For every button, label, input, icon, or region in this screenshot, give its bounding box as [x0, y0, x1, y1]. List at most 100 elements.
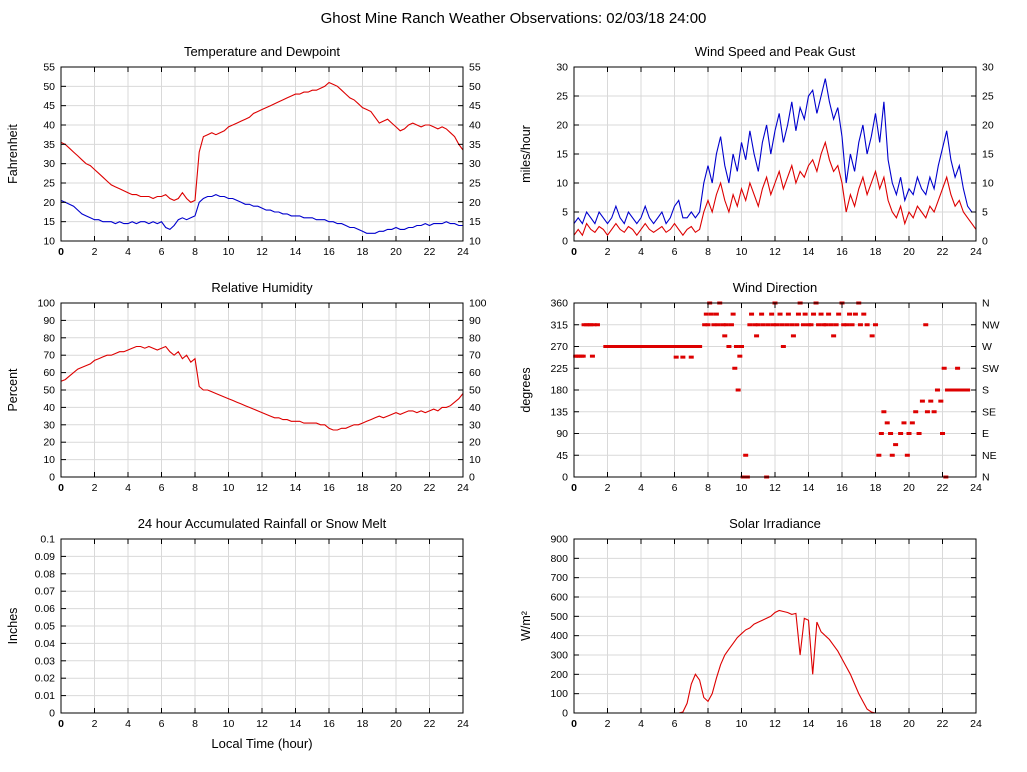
svg-text:100: 100 [469, 298, 487, 310]
svg-text:0.07: 0.07 [35, 586, 56, 598]
svg-text:6: 6 [159, 482, 165, 494]
x-axis-label [574, 265, 976, 279]
svg-text:225: 225 [550, 363, 568, 375]
accumulated-rainfall-plot: 0 2 4 6 8 10 12 14 16 18 20 22 2400.010.020.030.040.… [6, 534, 469, 731]
chart-title: Wind Speed and Peak Gust [694, 44, 856, 59]
chart-title: Temperature and Dewpoint [183, 44, 341, 59]
svg-text:8: 8 [192, 718, 198, 730]
chart-wind-direction: Wind Direction 0 2 4 6 8 10 12 14 16 18 20 22 24 0 N 45… [513, 279, 1027, 515]
svg-text:0.04: 0.04 [35, 638, 56, 650]
svg-text:miles/hour: miles/hour [519, 125, 533, 183]
svg-text:18: 18 [357, 246, 369, 258]
svg-text:200: 200 [550, 669, 568, 681]
svg-text:10: 10 [469, 236, 481, 248]
svg-text:0: 0 [49, 472, 55, 484]
svg-text:NW: NW [982, 319, 1000, 331]
svg-text:0: 0 [562, 472, 568, 484]
svg-text:0.08: 0.08 [35, 568, 56, 580]
svg-text:10: 10 [43, 454, 55, 466]
svg-text:22: 22 [424, 718, 436, 730]
svg-text:30: 30 [982, 62, 994, 74]
svg-text:70: 70 [469, 350, 481, 362]
svg-text:20: 20 [43, 437, 55, 449]
chart-wind-speed-gust: Wind Speed and Peak Gust 0 2 4 6 8 10 12 14 16 18… [513, 43, 1027, 279]
svg-text:8: 8 [192, 482, 198, 494]
svg-text:0: 0 [58, 246, 64, 258]
svg-text:100: 100 [550, 688, 568, 700]
svg-text:12: 12 [769, 718, 781, 730]
svg-text:0: 0 [49, 708, 55, 720]
svg-text:15: 15 [556, 149, 568, 161]
svg-text:20: 20 [556, 120, 568, 132]
svg-text:4: 4 [638, 482, 644, 494]
svg-text:50: 50 [43, 385, 55, 397]
weather-dashboard: Ghost Mine Ranch Weather Observations: 0… [0, 10, 1027, 751]
svg-text:SE: SE [982, 406, 996, 418]
svg-text:N: N [982, 298, 990, 310]
svg-text:30: 30 [43, 158, 55, 170]
svg-text:20: 20 [390, 246, 402, 258]
svg-text:20: 20 [903, 718, 915, 730]
svg-text:E: E [982, 428, 989, 440]
svg-text:6: 6 [672, 482, 678, 494]
svg-text:16: 16 [323, 718, 335, 730]
svg-text:0.01: 0.01 [35, 690, 56, 702]
svg-text:10: 10 [223, 246, 235, 258]
svg-text:2: 2 [92, 718, 98, 730]
svg-text:700: 700 [550, 572, 568, 584]
svg-text:30: 30 [556, 62, 568, 74]
svg-text:4: 4 [125, 246, 131, 258]
svg-text:8: 8 [705, 482, 711, 494]
svg-text:18: 18 [357, 482, 369, 494]
svg-text:0.09: 0.09 [35, 551, 56, 563]
svg-text:70: 70 [43, 350, 55, 362]
svg-text:degrees: degrees [519, 367, 533, 412]
svg-text:20: 20 [469, 437, 481, 449]
svg-text:6: 6 [672, 246, 678, 258]
svg-text:20: 20 [469, 197, 481, 209]
svg-text:22: 22 [937, 718, 949, 730]
chart-temperature-dewpoint: Temperature and Dewpoint 0 2 4 6 8 10 12 14 16 18… [0, 43, 513, 279]
svg-text:24: 24 [970, 718, 982, 730]
svg-text:10: 10 [223, 718, 235, 730]
svg-text:0: 0 [571, 246, 577, 258]
svg-text:18: 18 [870, 482, 882, 494]
svg-text:10: 10 [556, 178, 568, 190]
svg-text:900: 900 [550, 534, 568, 546]
svg-text:2: 2 [92, 482, 98, 494]
chart-relative-humidity: Relative Humidity 0 2 4 6 8 10 12 14 16 18 20 22 24 0… [0, 279, 513, 515]
svg-text:20: 20 [982, 120, 994, 132]
svg-text:400: 400 [550, 630, 568, 642]
svg-text:315: 315 [550, 319, 568, 331]
svg-text:24: 24 [970, 246, 982, 258]
svg-text:18: 18 [870, 718, 882, 730]
svg-text:20: 20 [390, 482, 402, 494]
svg-text:40: 40 [469, 120, 481, 132]
chart-title: Wind Direction [732, 280, 818, 295]
svg-text:10: 10 [469, 454, 481, 466]
svg-text:5: 5 [562, 207, 568, 219]
svg-text:2: 2 [605, 482, 611, 494]
svg-text:0: 0 [571, 718, 577, 730]
svg-text:4: 4 [638, 718, 644, 730]
svg-text:90: 90 [556, 428, 568, 440]
svg-text:135: 135 [550, 406, 568, 418]
svg-text:25: 25 [43, 178, 55, 190]
svg-text:Percent: Percent [6, 368, 20, 412]
svg-text:40: 40 [469, 402, 481, 414]
svg-text:14: 14 [803, 718, 815, 730]
svg-text:16: 16 [836, 482, 848, 494]
svg-text:80: 80 [469, 332, 481, 344]
svg-text:10: 10 [736, 482, 748, 494]
svg-text:500: 500 [550, 611, 568, 623]
svg-text:600: 600 [550, 592, 568, 604]
svg-text:18: 18 [357, 718, 369, 730]
svg-text:15: 15 [43, 216, 55, 228]
svg-text:8: 8 [705, 718, 711, 730]
svg-text:14: 14 [803, 482, 815, 494]
svg-text:16: 16 [323, 246, 335, 258]
svg-text:60: 60 [469, 367, 481, 379]
svg-text:NE: NE [982, 450, 997, 462]
